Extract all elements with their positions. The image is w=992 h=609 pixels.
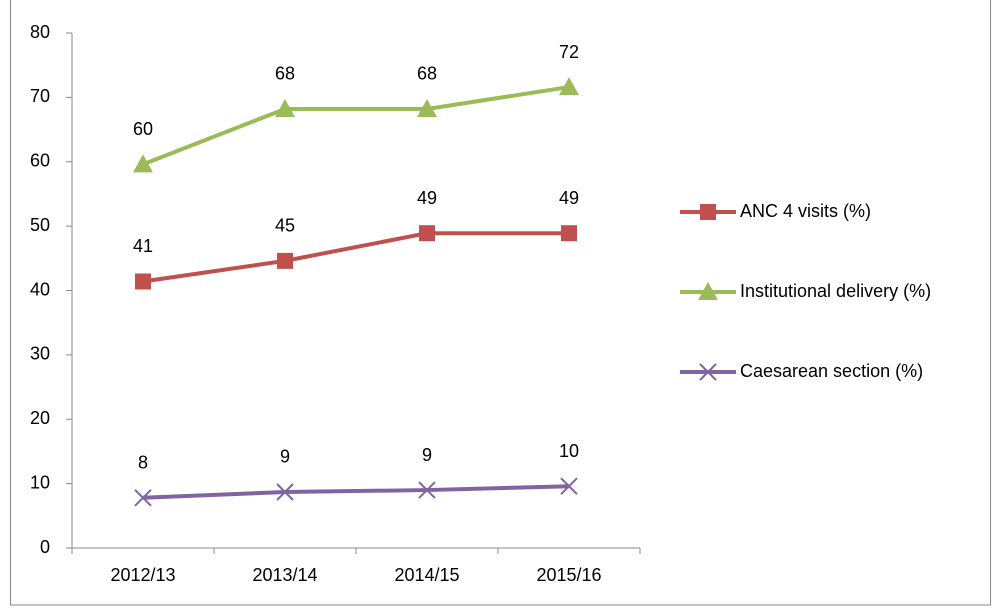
marker [275,98,295,117]
marker [417,98,437,117]
y-tick-label: 20 [30,408,50,428]
y-tick-label: 70 [30,86,50,106]
marker [419,225,435,242]
x-tick-label: 2013/14 [252,565,317,585]
marker [560,477,578,495]
x-tick-label: 2015/16 [536,565,601,585]
data-label: 9 [280,447,290,467]
marker [135,273,151,290]
series-line [142,85,570,167]
y-tick-label: 10 [30,472,50,492]
marker [700,204,716,220]
legend-label: Institutional delivery (%) [740,281,931,301]
y-tick-label: 50 [30,215,50,235]
data-label: 49 [417,188,437,208]
chart-border [10,0,991,606]
y-tick-label: 0 [40,537,50,557]
series-line [142,484,570,500]
marker [559,77,579,96]
y-tick-label: 60 [30,151,50,171]
marker [699,363,717,381]
data-label: 68 [417,64,437,84]
marker [698,282,718,300]
marker [133,154,153,173]
legend-label: ANC 4 visits (%) [740,201,871,221]
x-tick-label: 2014/15 [394,565,459,585]
data-label: 49 [559,188,579,208]
data-label: 8 [138,453,148,473]
data-label: 72 [559,42,579,62]
data-label: 45 [275,216,295,236]
y-tick-label: 80 [30,22,50,42]
marker [277,252,293,269]
y-tick-label: 30 [30,344,50,364]
marker [276,483,294,501]
data-label: 60 [133,119,153,139]
data-label: 9 [422,445,432,465]
data-label: 68 [275,64,295,84]
marker [561,225,577,242]
data-label: 41 [133,236,153,256]
marker [134,489,152,507]
marker [418,481,436,499]
legend-label: Caesarean section (%) [740,361,923,381]
x-tick-label: 2012/13 [110,565,175,585]
series-line [142,231,569,284]
y-tick-label: 40 [30,279,50,299]
data-label: 10 [559,441,579,461]
